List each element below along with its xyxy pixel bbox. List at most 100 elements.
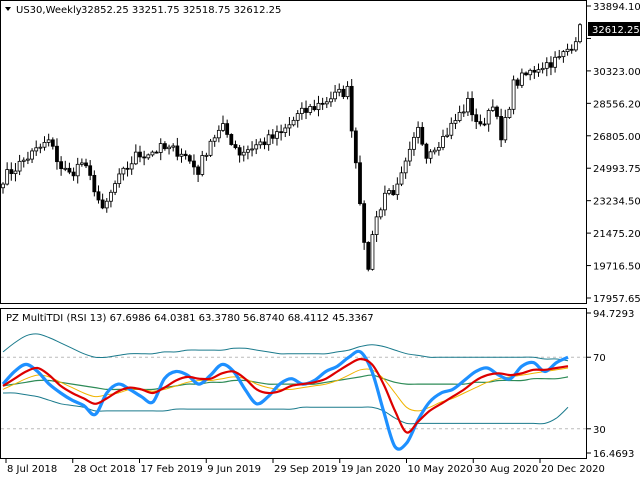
candle-down (549, 62, 553, 68)
candle-down (162, 143, 167, 150)
candle-down (233, 144, 238, 149)
candle-up (158, 143, 163, 153)
candle-up (38, 146, 43, 149)
indicator-tick-label: 16.4693 (593, 449, 634, 460)
candle-up (204, 154, 209, 157)
candle-up (30, 150, 34, 160)
candle-up (337, 88, 342, 93)
price-axis: 33894.10 30323.00 28556.20 26805.00 24993.75… (587, 2, 640, 305)
candle-down (366, 241, 371, 270)
candle-up (565, 48, 570, 52)
candle-down (474, 114, 479, 123)
candle-up (34, 147, 39, 152)
candle-up (291, 119, 296, 126)
indicator-axis: 94.7293 70 30 16.4693 (587, 309, 634, 460)
candle-down (270, 134, 275, 139)
candle-up (374, 216, 379, 235)
candle-up (557, 56, 562, 59)
candle-up (1, 183, 5, 189)
candle-up (412, 136, 416, 150)
candle-up (109, 191, 113, 202)
candle-up (407, 148, 412, 162)
candle-down (92, 174, 97, 193)
candle-down (142, 156, 147, 159)
candle-up (113, 183, 117, 193)
candle-up (208, 140, 213, 156)
candle-up (486, 110, 491, 125)
candle-up (75, 163, 80, 177)
candle-down (358, 162, 362, 205)
candle-up (466, 98, 470, 113)
candle-up (295, 113, 300, 121)
candle-up (395, 183, 400, 196)
candle-down (349, 85, 354, 132)
candle-up (150, 151, 155, 156)
candle-up (283, 127, 288, 133)
candle-up (445, 134, 450, 137)
time-tick-label: 29 Sep 2019 (274, 464, 337, 475)
candle-down (524, 72, 528, 76)
price-tick-label: 19716.50 (593, 262, 640, 273)
last-price-badge (588, 22, 640, 36)
candle-up (266, 134, 271, 146)
indicator-panel-frame (0, 308, 587, 459)
candle-up (428, 151, 433, 159)
candle-up (246, 149, 250, 153)
candle-up (275, 131, 279, 139)
candle-up (403, 160, 408, 174)
candle-down (478, 121, 483, 125)
candle-up (299, 107, 304, 114)
chevron-down-icon[interactable] (5, 7, 11, 11)
candle-down (532, 69, 537, 73)
candle-up (329, 98, 333, 103)
time-axis: 8 Jul 2018 28 Oct 2018 17 Feb 2019 9 Jun 20… (5, 459, 605, 475)
candle-up (544, 62, 549, 69)
candle-down (187, 155, 192, 162)
candle-up (221, 123, 225, 131)
candle-down (84, 162, 88, 167)
candle-up (200, 155, 205, 175)
candle-up (345, 85, 350, 98)
symbol-label: US30,Weekly (16, 5, 82, 16)
candle-up (258, 141, 263, 146)
candle-down (88, 165, 93, 176)
candle-down (320, 102, 325, 105)
price-tick-label: 33894.10 (593, 2, 640, 13)
candle-up (129, 163, 134, 170)
candle-down (499, 116, 504, 141)
indicator-plot (1, 333, 586, 451)
ohlc-header: 32852.25 33251.75 32518.75 32612.25 (81, 5, 281, 16)
candle-up (449, 122, 454, 136)
candle-up (333, 91, 337, 100)
candle-up (146, 154, 151, 159)
candle-up (117, 173, 122, 185)
candle-up (42, 141, 47, 148)
candle-down (515, 79, 520, 86)
candle-up (436, 147, 441, 151)
candle-up (453, 120, 458, 124)
candle-down (225, 123, 230, 135)
time-tick-label: 19 Jan 2020 (341, 464, 401, 475)
time-tick-label: 20 Dec 2020 (541, 464, 605, 475)
candle-up (79, 162, 84, 165)
indicator-tick-label: 30 (593, 425, 606, 436)
time-tick-label: 8 Jul 2018 (7, 464, 57, 475)
candle-up (167, 146, 171, 150)
candle-down (55, 145, 59, 163)
candle-up (133, 151, 138, 165)
candle-up (528, 69, 533, 76)
candle-up (212, 137, 217, 142)
candle-up (13, 170, 18, 175)
candle-down (482, 123, 487, 126)
candle-up (308, 106, 313, 113)
candle-down (341, 88, 346, 98)
candle-down (154, 151, 159, 154)
candle-up (171, 145, 176, 148)
candle-down (138, 151, 142, 158)
indicator-tick-label: 94.7293 (593, 309, 634, 320)
candle-down (229, 134, 234, 145)
candle-down (9, 169, 14, 175)
candle-down (183, 153, 188, 157)
